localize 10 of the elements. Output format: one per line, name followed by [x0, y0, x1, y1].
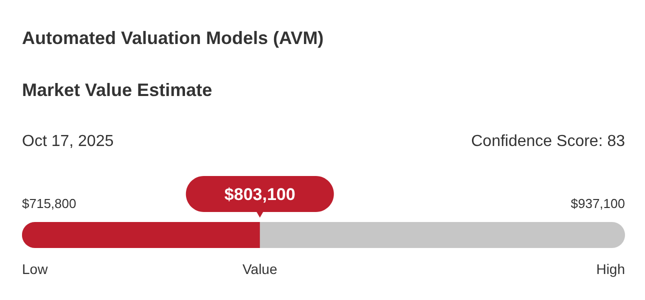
text: Oct 17, 2025: [22, 133, 114, 150]
category-label: Low: [22, 261, 49, 277]
category-label: High: [596, 261, 625, 277]
text: Confidence Score: 83: [471, 133, 626, 150]
category-label: Value: [242, 261, 278, 277]
text: Market Value Estimate: [22, 80, 212, 100]
data-label: $937,100: [570, 196, 625, 211]
text: Automated Valuation Models (AVM): [22, 28, 324, 48]
data-label: $803,100: [224, 185, 296, 204]
data-label: $715,800: [22, 196, 76, 211]
